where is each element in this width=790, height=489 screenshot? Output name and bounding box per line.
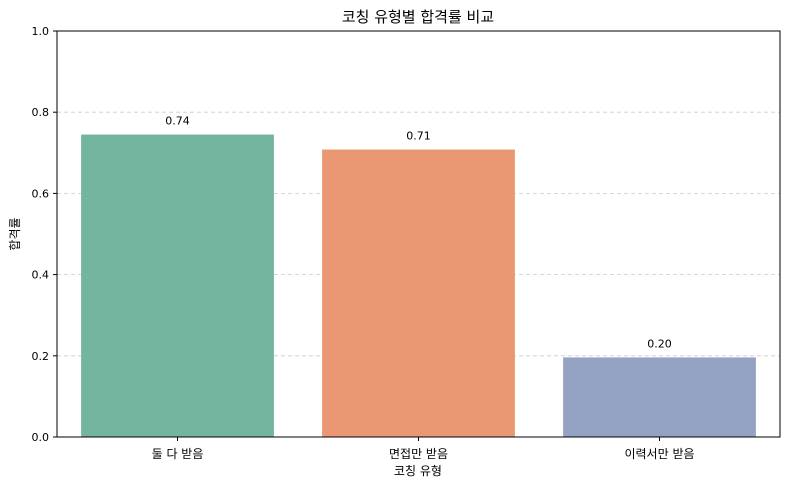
- data-label: 0.74: [165, 115, 190, 128]
- x-tick-label: 이력서만 받음: [624, 447, 694, 461]
- chart-title: 코칭 유형별 합격률 비교: [342, 8, 494, 26]
- x-axis-ticks: 둘 다 받음 면접만 받음 이력서만 받음: [152, 437, 695, 461]
- data-label: 0.71: [406, 130, 431, 143]
- y-tick-label: 0.2: [32, 350, 50, 363]
- bar: [81, 134, 274, 437]
- y-axis-label: 합격률: [8, 217, 22, 250]
- bar: [322, 149, 515, 437]
- y-tick-label: 0.4: [32, 269, 50, 282]
- bars: [81, 134, 756, 437]
- y-axis-ticks: 0.0 0.2 0.4 0.6 0.8 1.0: [32, 25, 57, 444]
- y-tick-label: 0.0: [32, 431, 50, 444]
- data-label: 0.20: [647, 337, 672, 350]
- y-tick-label: 0.6: [32, 187, 50, 200]
- bar: [563, 357, 756, 437]
- x-tick-label: 면접만 받음: [389, 447, 448, 461]
- y-tick-label: 1.0: [32, 25, 50, 38]
- x-axis-label: 코칭 유형: [394, 464, 442, 478]
- x-tick-label: 둘 다 받음: [152, 447, 204, 461]
- y-tick-label: 0.8: [32, 106, 50, 119]
- data-labels: 0.74 0.71 0.20: [165, 115, 672, 351]
